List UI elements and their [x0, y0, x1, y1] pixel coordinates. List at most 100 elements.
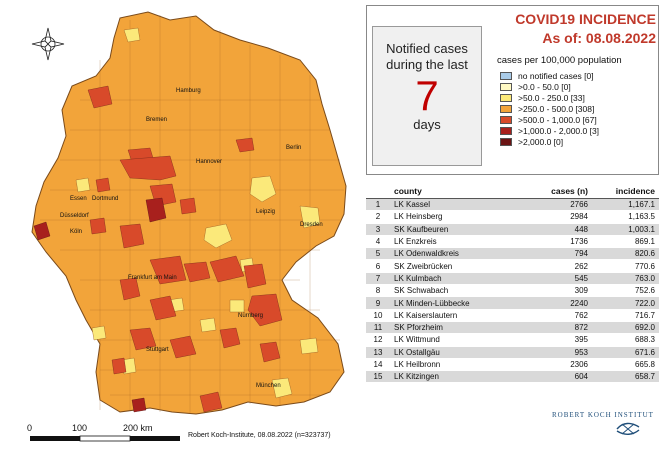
rank-cell: 8 [366, 284, 390, 298]
table-row: 8 SK Schwabach 309 752.6 [366, 284, 659, 298]
legend-label: >250.0 - 500.0 [308] [518, 103, 595, 114]
legend-item: >0.0 - 50.0 [0] [500, 81, 599, 92]
rank-cell: 6 [366, 259, 390, 273]
city-label: Bremen [146, 117, 168, 123]
county-cell: LK Heinsberg [390, 210, 522, 224]
city-label: Leipzig [256, 209, 276, 215]
incidence-cell: 869.1 [592, 235, 659, 249]
city-label: Hannover [196, 159, 223, 165]
rank-cell: 9 [366, 296, 390, 310]
county-cell: LK Odenwaldkreis [390, 247, 522, 261]
county-cell: LK Minden-Lübbecke [390, 296, 522, 310]
county-cell: LK Kitzingen [390, 370, 522, 384]
germany-map-svg [30, 11, 347, 442]
legend-label: no notified cases [0] [518, 70, 594, 81]
table-row: 14 LK Heilbronn 2306 665.8 [366, 358, 659, 372]
compass-icon [31, 27, 65, 61]
table-row: 2 LK Heinsberg 2984 1,163.5 [366, 210, 659, 224]
cases-cell: 309 [522, 284, 592, 298]
page-title: COVID19 INCIDENCE [515, 11, 656, 27]
legend-item: >1,000.0 - 2,000.0 [3] [500, 125, 599, 136]
city-label: Berlin [286, 145, 302, 151]
incidence-cell: 1,167.1 [592, 198, 659, 212]
table-row: 13 LK Ostallgäu 953 671.6 [366, 346, 659, 359]
legend-swatch [500, 71, 512, 80]
legend-swatch [500, 93, 512, 102]
very-high-incidence-regions [33, 197, 167, 413]
cases-cell: 2306 [522, 358, 592, 372]
city-label: Stuttgart [146, 347, 169, 353]
cases-cell: 262 [522, 259, 592, 273]
table-header-row: county cases (n) incidence [366, 185, 659, 199]
scale-bar [30, 435, 180, 442]
cases-cell: 2766 [522, 198, 592, 212]
table-row: 4 LK Enzkreis 1736 869.1 [366, 235, 659, 249]
legend-label: >50.0 - 250.0 [33] [518, 92, 585, 103]
legend-swatch [500, 126, 512, 135]
legend-label: >1,000.0 - 2,000.0 [3] [518, 125, 600, 136]
notified-days-number: 7 [415, 72, 439, 119]
city-label: Dortmund [92, 196, 119, 202]
cases-cell: 1736 [522, 235, 592, 249]
legend-swatch [500, 82, 512, 91]
city-label: Dresden [300, 222, 323, 228]
incidence-cell: 692.0 [592, 321, 659, 335]
county-cell: SK Zweibrücken [390, 259, 522, 273]
legend-title: cases per 100,000 population [497, 55, 622, 66]
incidence-cell: 716.7 [592, 309, 659, 322]
rank-cell: 14 [366, 358, 390, 372]
county-cell: LK Kaiserslautern [390, 309, 522, 322]
rki-name: ROBERT KOCH INSTITUT [552, 411, 654, 419]
cases-cell: 2240 [522, 296, 592, 310]
city-label: Köln [70, 229, 83, 235]
county-cell: LK Kassel [390, 198, 522, 212]
map-credit: Robert Koch-Institute, 08.08.2022 (n=323… [188, 432, 331, 439]
cases-cell: 872 [522, 321, 592, 335]
county-cell: LK Heilbronn [390, 358, 522, 372]
county-ranking-table: county cases (n) incidence 1 LK Kassel 276… [366, 185, 659, 384]
incidence-cell: 763.0 [592, 272, 659, 286]
table-row: 7 LK Kulmbach 545 763.0 [366, 272, 659, 286]
rank-cell: 1 [366, 198, 390, 212]
cases-cell: 545 [522, 272, 592, 286]
cases-cell: 953 [522, 346, 592, 359]
low-incidence-regions [75, 27, 321, 399]
city-label: Nürnberg [238, 313, 264, 319]
rank-cell: 11 [366, 321, 390, 335]
header-incidence: incidence [592, 185, 659, 199]
legend-swatch [500, 104, 512, 113]
incidence-cell: 752.6 [592, 284, 659, 298]
notified-cases-box: Notified cases during the last 7 days [372, 26, 482, 166]
legend: no notified cases [0] >0.0 - 50.0 [0] >5… [500, 70, 599, 147]
county-cell: SK Schwabach [390, 284, 522, 298]
header-cases: cases (n) [522, 185, 592, 199]
cases-cell: 2984 [522, 210, 592, 224]
notified-days-unit: days [413, 117, 441, 132]
germany-incidence-map: Hamburg Bremen Berlin Hannover Essen Dor… [27, 11, 347, 442]
county-cell: SK Pforzheim [390, 321, 522, 335]
rank-cell: 4 [366, 235, 390, 249]
cases-cell: 794 [522, 247, 592, 261]
scale-label-0: 0 [27, 423, 33, 433]
rank-cell: 12 [366, 333, 390, 347]
city-label: München [256, 383, 281, 389]
legend-item: >500.0 - 1,000.0 [67] [500, 114, 599, 125]
county-cell: LK Enzkreis [390, 235, 522, 249]
incidence-cell: 665.8 [592, 358, 659, 372]
county-cell: LK Wittmund [390, 333, 522, 347]
scale-label-200: 200 km [123, 423, 153, 433]
county-cell: SK Kaufbeuren [390, 223, 522, 236]
county-cell: LK Ostallgäu [390, 346, 522, 359]
cases-cell: 604 [522, 370, 592, 384]
incidence-cell: 820.6 [592, 247, 659, 261]
legend-label: >2,000.0 [0] [518, 136, 564, 147]
rank-cell: 13 [366, 346, 390, 359]
legend-item: >50.0 - 250.0 [33] [500, 92, 599, 103]
table-row: 10 LK Kaiserslautern 762 716.7 [366, 309, 659, 322]
rank-cell: 3 [366, 223, 390, 236]
table-row: 11 SK Pforzheim 872 692.0 [366, 321, 659, 335]
legend-item: >2,000.0 [0] [500, 136, 599, 147]
rank-cell: 7 [366, 272, 390, 286]
legend-label: >500.0 - 1,000.0 [67] [518, 114, 597, 125]
header-rank [366, 185, 390, 199]
